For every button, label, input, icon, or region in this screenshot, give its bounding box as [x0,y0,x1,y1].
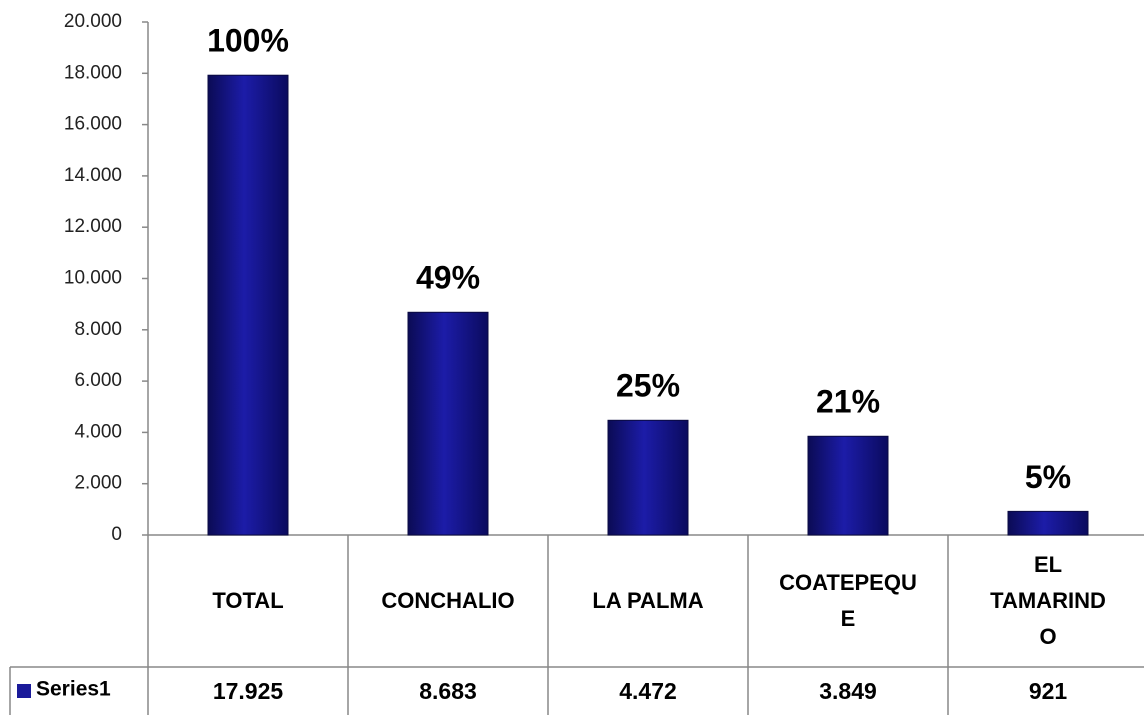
x-tick-label: COATEPEQU [779,570,917,595]
y-tick-label: 0 [111,524,122,545]
x-tick-label: TAMARIND [990,588,1106,613]
y-tick-label: 18.000 [64,62,122,83]
bar [807,435,889,536]
data-label: 49% [416,260,480,296]
y-tick-label: 2.000 [74,473,122,494]
y-tick-label: 14.000 [64,165,122,186]
y-tick-label: 20.000 [64,11,122,32]
table-value: 4.472 [619,678,677,704]
bar [1007,510,1089,536]
x-tick-label: TOTAL [212,588,283,613]
x-tick-label: CONCHALIO [381,588,514,613]
data-label: 100% [207,23,289,59]
y-tick-label: 12.000 [64,216,122,237]
legend-swatch [17,684,31,698]
data-label: 25% [616,368,680,404]
bar [207,74,289,536]
y-tick-label: 6.000 [74,370,122,391]
y-tick-label: 16.000 [64,114,122,135]
x-tick-label: O [1039,624,1056,649]
bar [407,311,489,536]
y-tick-label: 8.000 [74,319,122,340]
x-tick-label: EL [1034,552,1062,577]
data-label: 21% [816,384,880,420]
table-value: 3.849 [819,678,877,704]
bar [607,419,689,536]
table-value: 921 [1029,678,1068,704]
table-value: 8.683 [419,678,477,704]
data-label: 5% [1025,459,1071,495]
x-tick-label: LA PALMA [592,588,703,613]
legend-label: Series1 [36,678,111,701]
x-tick-label: E [841,606,856,631]
y-tick-label: 10.000 [64,268,122,289]
y-tick-label: 4.000 [74,421,122,442]
table-value: 17.925 [213,678,284,704]
